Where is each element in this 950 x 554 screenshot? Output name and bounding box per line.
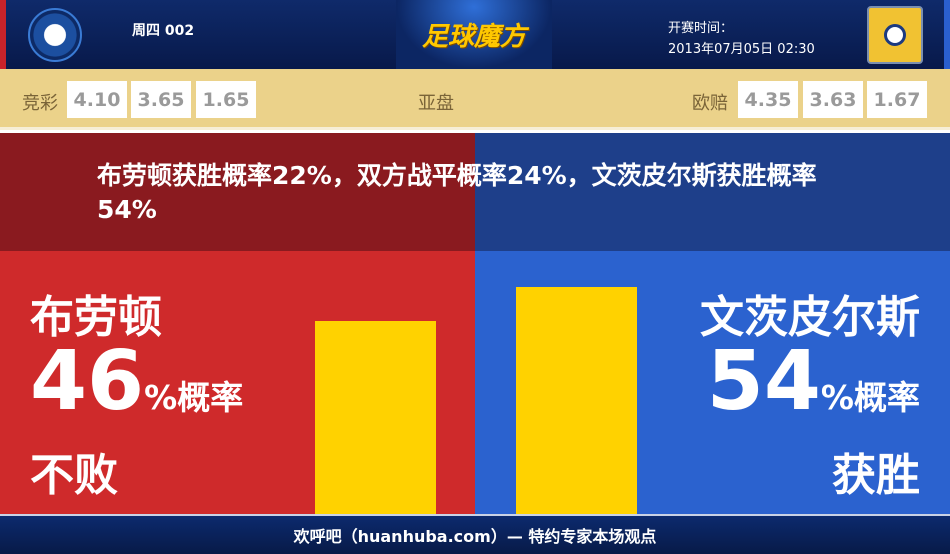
euro-label: 欧赔 <box>692 93 728 114</box>
home-team-name: 布劳顿 <box>30 292 162 343</box>
home-outcome: 不败 <box>30 450 118 501</box>
home-color-strip <box>0 0 6 69</box>
brand-logo: 足球魔方 <box>396 0 552 69</box>
header: 周四 002 足球魔方 开赛时间： 2013年07月05日 02:30 <box>0 0 950 69</box>
footer-text: 欢呼吧（huanhuba.com）— 特约专家本场观点 <box>293 527 657 546</box>
jingcai-label: 竞彩 <box>22 93 58 114</box>
odds-bar: 竞彩 4.10 3.65 1.65 亚盘 欧赔 4.35 3.63 1.67 <box>0 69 950 130</box>
home-team-logo <box>28 8 82 62</box>
away-percent: 54%概率 <box>706 334 920 429</box>
asian-label: 亚盘 <box>418 93 454 114</box>
euro-odd-win: 4.35 <box>738 81 798 118</box>
home-percent: 46%概率 <box>30 334 244 429</box>
kickoff-label: 开赛时间： <box>668 21 734 36</box>
jingcai-odd-loss: 1.65 <box>196 81 256 118</box>
away-panel: 文茨皮尔斯 54%概率 获胜 <box>475 251 950 514</box>
summary-text: 布劳顿获胜概率22%，双方战平概率24%，文茨皮尔斯获胜概率54% <box>97 161 817 224</box>
prediction-summary: 布劳顿获胜概率22%，双方战平概率24%，文茨皮尔斯获胜概率54% <box>0 133 950 251</box>
away-probability-bar <box>516 287 637 514</box>
away-color-strip <box>944 0 950 69</box>
home-probability-bar <box>315 320 436 514</box>
footer: 欢呼吧（huanhuba.com）— 特约专家本场观点 <box>0 514 950 554</box>
jingcai-odd-draw: 3.65 <box>131 81 191 118</box>
home-panel: 布劳顿 46%概率 不败 <box>0 251 475 514</box>
away-team-logo <box>867 6 923 64</box>
jingcai-odd-win: 4.10 <box>67 81 127 118</box>
away-outcome: 获胜 <box>832 450 920 501</box>
kickoff-time: 2013年07月05日 02:30 <box>668 42 815 57</box>
away-team-name: 文茨皮尔斯 <box>700 292 920 343</box>
euro-odd-draw: 3.63 <box>803 81 863 118</box>
euro-odd-loss: 1.67 <box>867 81 927 118</box>
match-number: 周四 002 <box>132 23 195 39</box>
